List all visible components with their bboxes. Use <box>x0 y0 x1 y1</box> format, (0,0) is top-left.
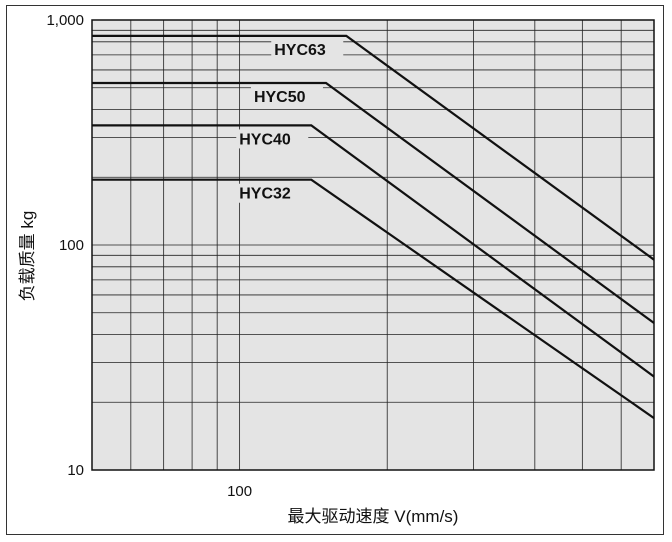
series-label-bg-hyc40 <box>236 129 309 149</box>
y-tick-label: 1,000 <box>46 12 84 29</box>
series-label-hyc50: HYC50 <box>254 89 306 106</box>
series-line-hyc50 <box>92 81 655 324</box>
series-line-hyc32 <box>92 178 655 420</box>
series-label-bg-hyc63 <box>271 39 344 59</box>
load-speed-chart: 10 100 1,000 100 HYC63 HYC50 HYC40 HYC32 最大驱动速… <box>18 12 655 526</box>
series-label-hyc40: HYC40 <box>239 131 291 148</box>
chart-frame: 10 100 1,000 100 HYC63 HYC50 HYC40 HYC32 最大驱动速… <box>6 5 664 535</box>
series-label-bg-hyc32 <box>236 183 309 203</box>
tick-labels: 10 100 1,000 100 <box>46 12 252 500</box>
y-tick-label: 10 <box>67 462 84 479</box>
x-axis-label: 最大驱动速度 V(mm/s) <box>288 507 459 526</box>
x-tick-label: 100 <box>227 483 252 500</box>
series-lines: HYC63 HYC50 HYC40 HYC32 <box>92 34 655 420</box>
plot-border <box>91 19 655 471</box>
series-label-bg-hyc50 <box>250 86 323 106</box>
y-axis-label: 负载质量 kg <box>18 211 37 302</box>
grid <box>92 19 654 471</box>
series-label-hyc32: HYC32 <box>239 186 291 203</box>
y-tick-label: 100 <box>59 237 84 254</box>
series-label-hyc63: HYC63 <box>274 42 326 59</box>
series-line-hyc40 <box>92 124 655 378</box>
series-line-hyc63 <box>92 34 655 261</box>
